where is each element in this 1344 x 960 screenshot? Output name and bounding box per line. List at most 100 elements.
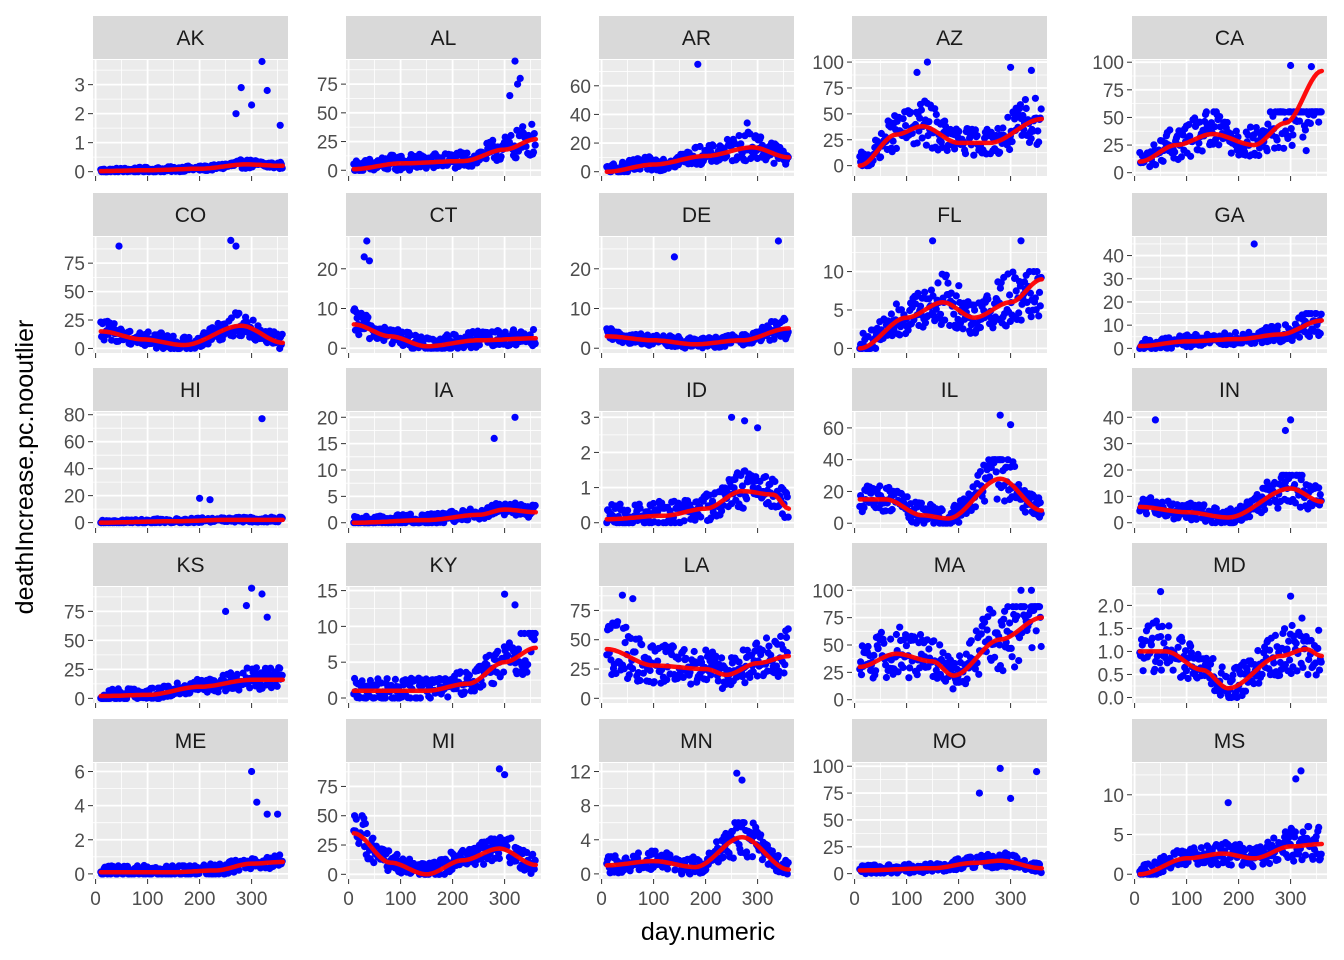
data-point <box>1287 125 1295 133</box>
data-point <box>971 126 980 134</box>
facet-strip-label: LA <box>684 554 710 577</box>
data-point <box>1315 484 1323 492</box>
data-point <box>490 680 498 688</box>
facet-strip-label: KY <box>429 554 457 577</box>
y-tick-label: 10 <box>1103 487 1124 508</box>
y-tick-label: 60 <box>64 433 85 454</box>
data-point <box>937 138 945 146</box>
data-point <box>784 513 792 521</box>
data-point <box>970 151 978 159</box>
y-tick-label: 15 <box>317 582 338 603</box>
y-tick-label: 1.0 <box>1098 642 1124 663</box>
data-point <box>1317 310 1325 318</box>
data-point <box>624 506 632 514</box>
data-point <box>479 681 487 689</box>
data-point <box>925 118 933 126</box>
data-point <box>1315 118 1323 126</box>
data-point <box>762 634 771 642</box>
smooth-line <box>98 162 286 174</box>
y-tick-label: 0 <box>1113 339 1124 360</box>
data-point-outlier <box>741 417 749 425</box>
data-point <box>963 675 971 683</box>
data-point <box>880 639 888 647</box>
data-point <box>874 645 882 653</box>
data-point <box>991 653 999 661</box>
data-point <box>625 671 633 679</box>
data-point <box>531 141 539 149</box>
data-point-outlier <box>1017 586 1025 594</box>
data-point <box>781 661 789 669</box>
y-tick-label: 10 <box>317 461 338 482</box>
data-point <box>1261 506 1269 514</box>
y-tick-label: 40 <box>1103 247 1124 268</box>
data-point <box>1022 104 1030 112</box>
data-point <box>999 124 1007 132</box>
data-point <box>1316 491 1324 499</box>
facet-strip-label: KS <box>176 554 204 577</box>
data-point <box>1288 141 1296 149</box>
y-tick-label: 75 <box>64 254 85 275</box>
data-point <box>680 646 688 654</box>
data-point-outlier <box>913 68 921 76</box>
y-tick-label: 15 <box>317 435 338 456</box>
panel-grid <box>599 60 794 176</box>
data-point-outlier <box>1017 237 1025 245</box>
data-point-outlier <box>511 413 519 421</box>
facet-strip-label: IL <box>941 379 959 402</box>
data-point <box>872 667 880 675</box>
data-point <box>1187 642 1195 650</box>
panel-background <box>93 412 288 528</box>
y-tick-label: 0 <box>580 163 591 184</box>
data-point <box>364 313 372 321</box>
data-point-outlier <box>1151 416 1159 424</box>
data-point <box>983 626 991 634</box>
y-tick-label: 0 <box>74 163 85 184</box>
data-point <box>1016 101 1024 109</box>
data-point <box>1006 291 1014 299</box>
data-point <box>735 132 743 140</box>
facet-md: MD0.00.51.01.52.0 <box>1098 543 1327 709</box>
data-point <box>737 140 745 148</box>
data-point <box>1200 501 1208 509</box>
data-point <box>877 153 885 161</box>
data-point <box>276 664 284 672</box>
y-tick-label: 20 <box>1103 461 1124 482</box>
y-tick-label: 25 <box>823 131 844 152</box>
y-tick-label: 25 <box>64 660 85 681</box>
data-point <box>892 630 901 639</box>
data-point <box>1274 504 1282 512</box>
data-point <box>1007 644 1015 653</box>
data-point <box>1036 302 1044 310</box>
y-tick-label: 0 <box>74 339 85 360</box>
data-point-outlier <box>506 92 514 100</box>
data-point <box>971 503 980 511</box>
y-tick-label: 0 <box>1113 164 1124 185</box>
data-point <box>921 288 929 296</box>
y-tick-label: 0 <box>327 161 338 182</box>
data-point <box>882 673 891 682</box>
y-tick-label: 1 <box>74 134 85 155</box>
data-point <box>765 642 773 650</box>
data-point <box>1011 663 1019 671</box>
data-point <box>504 651 512 660</box>
y-tick-label: 20 <box>317 260 338 281</box>
data-point-outlier <box>511 57 519 65</box>
data-point <box>1187 152 1195 160</box>
data-point <box>1008 653 1016 661</box>
data-point <box>718 654 726 662</box>
y-tick-label: 20 <box>570 134 591 155</box>
y-tick-label: 5 <box>833 301 844 322</box>
data-point <box>680 517 688 525</box>
y-tick-label: 2 <box>74 105 85 126</box>
data-point <box>902 122 910 130</box>
data-point <box>696 142 704 151</box>
data-point <box>899 663 907 672</box>
data-point <box>780 669 788 677</box>
panel-grid <box>93 60 288 176</box>
